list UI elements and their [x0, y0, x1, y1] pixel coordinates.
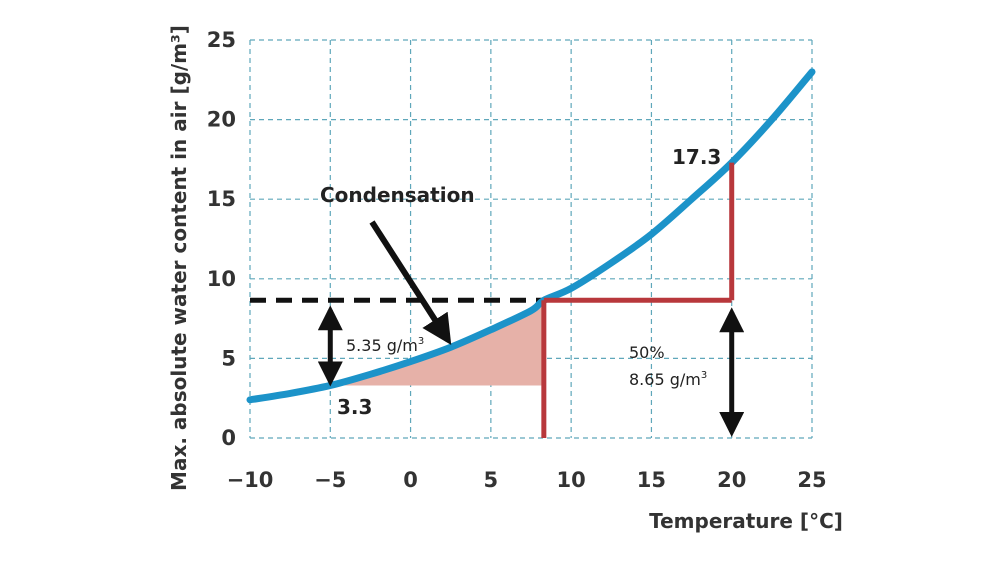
label-8-65-value: 8.65 g/m	[629, 370, 701, 389]
label-50-percent: 50%	[629, 343, 665, 362]
y-tick-label: 15	[207, 187, 236, 211]
x-tick-label: 25	[797, 468, 826, 492]
condensation-area	[330, 300, 544, 386]
tick-labels: −10 −5 0 5 10 15 20 25 0 5 10 15 20 25	[207, 28, 827, 492]
label-8-65-sup: 3	[701, 370, 707, 381]
y-tick-label: 5	[221, 346, 236, 370]
x-tick-label: −10	[227, 468, 274, 492]
label-5-35: 5.35 g/m3	[346, 336, 424, 355]
x-tick-label: −5	[314, 468, 346, 492]
x-tick-label: 15	[637, 468, 666, 492]
x-tick-label: 5	[484, 468, 499, 492]
y-axis-label: Max. absolute water content in air [g/m³…	[167, 25, 191, 491]
x-axis-label: Temperature [°C]	[649, 509, 843, 533]
condensation-pointer-arrow	[369, 220, 452, 346]
y-tick-label: 20	[207, 108, 236, 132]
label-5-35-sup: 3	[418, 336, 424, 347]
y-tick-label: 25	[207, 28, 236, 52]
x-tick-label: 0	[403, 468, 418, 492]
label-3-3: 3.3	[337, 395, 372, 419]
label-5-35-value: 5.35 g/m	[346, 336, 418, 355]
y-tick-label: 10	[207, 267, 236, 291]
saturation-curve	[246, 68, 816, 404]
label-8-65: 8.65 g/m3	[629, 370, 707, 389]
x-tick-label: 10	[557, 468, 586, 492]
chart-marks	[246, 68, 816, 438]
label-17-3: 17.3	[672, 145, 721, 169]
y-tick-label: 0	[221, 426, 236, 450]
x-tick-label: 20	[717, 468, 746, 492]
condensation-label: Condensation	[320, 183, 475, 207]
